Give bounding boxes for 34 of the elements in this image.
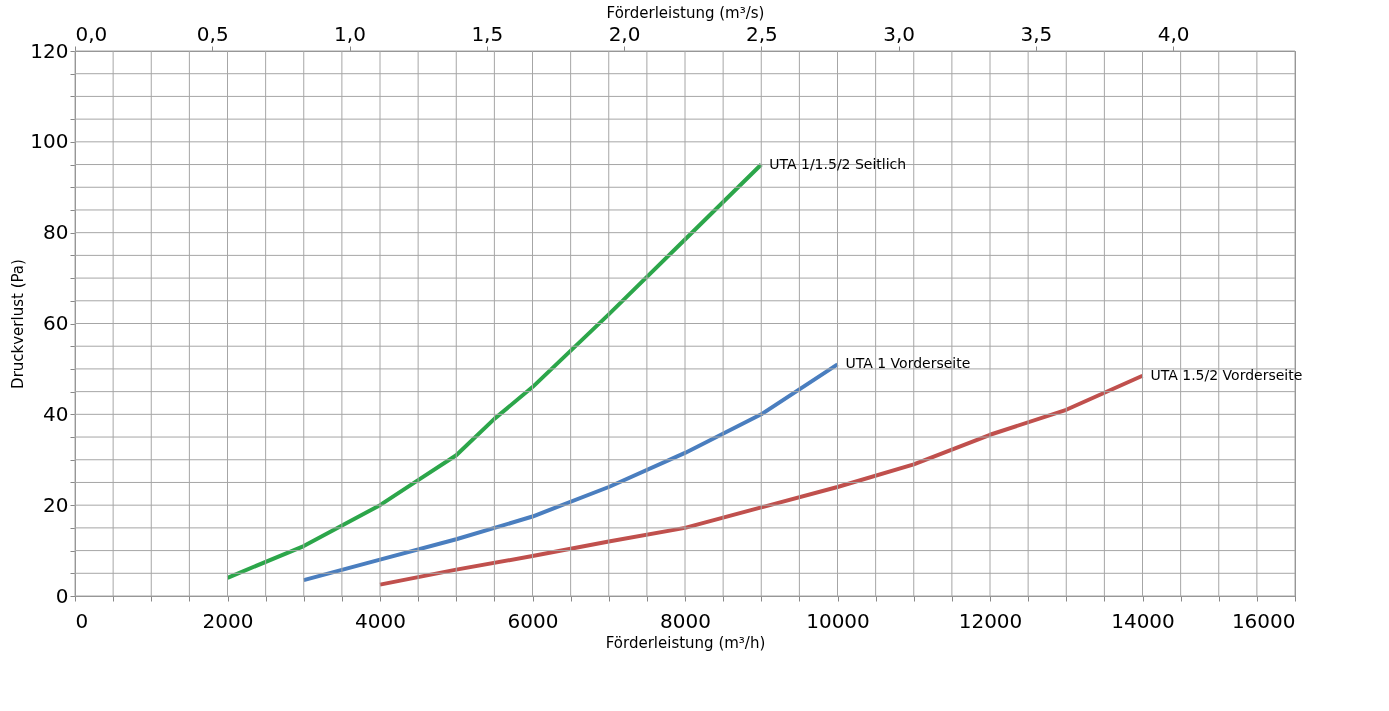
y-tick-label: 0	[55, 583, 69, 608]
x-tick-label: 4000	[355, 608, 406, 633]
x2-tick-label: 2,5	[745, 21, 778, 46]
x-tick-label: 14000	[1111, 608, 1175, 633]
y-tick-label: 120	[30, 38, 69, 63]
x2-tick-label: 1,5	[471, 21, 504, 46]
annotation: UTA 1.5/2 Vorderseite	[1150, 366, 1303, 383]
y-axis-title: Druckverlust (Pa)	[9, 259, 28, 389]
y-tick-label: 40	[43, 401, 69, 426]
y-tick-label: 100	[30, 129, 69, 154]
x2-axis-title: Förderleistung (m³/s)	[606, 3, 765, 22]
y-tick-label: 60	[43, 311, 69, 335]
x-tick-label: 10000	[806, 608, 870, 633]
annotation: UTA 1/1.5/2 Seitlich	[769, 155, 907, 172]
line-series	[378, 373, 1145, 587]
x-axis-title: Förderleistung (m³/h)	[605, 633, 766, 652]
x-tick-label: 16000	[1231, 608, 1296, 633]
x-tick-label: 6000	[507, 608, 559, 633]
y-tick-label: 20	[43, 492, 69, 517]
x2-tick-label: 2,0	[608, 21, 641, 46]
x2-tick-label: 4,0	[1157, 21, 1190, 46]
x-tick-label: 12000	[958, 608, 1023, 633]
line-series	[301, 362, 840, 583]
x2-tick-label: 3,5	[1020, 21, 1053, 46]
x-tick-label: 0	[75, 608, 89, 633]
x-tick-label: 8000	[660, 608, 711, 633]
annotation: UTA 1 Vorderseite	[845, 355, 971, 372]
x2-tick-label: 0,0	[75, 21, 108, 46]
y-tick-label: 80	[43, 220, 69, 245]
x2-tick-label: 0,5	[196, 21, 229, 46]
x-tick-label: 2000	[202, 608, 254, 633]
x2-tick-label: 1,0	[334, 21, 366, 46]
x2-tick-label: 3,0	[883, 21, 915, 46]
line-series	[225, 162, 764, 580]
